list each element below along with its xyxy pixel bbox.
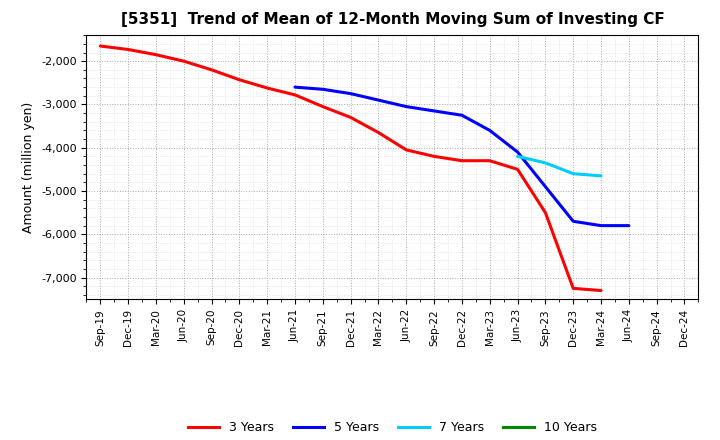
5 Years (374, 98, 383, 103)
5 Years (485, 128, 494, 133)
5 Years (430, 108, 438, 114)
7 Years (541, 160, 550, 165)
Line: 7 Years: 7 Years (518, 156, 601, 176)
5 Years (513, 150, 522, 155)
3 Years (263, 85, 271, 91)
3 Years (207, 67, 216, 73)
3 Years (346, 115, 355, 120)
5 Years (569, 219, 577, 224)
Line: 5 Years: 5 Years (295, 87, 629, 226)
7 Years (569, 171, 577, 176)
7 Years (597, 173, 606, 179)
Legend: 3 Years, 5 Years, 7 Years, 10 Years: 3 Years, 5 Years, 7 Years, 10 Years (183, 416, 602, 439)
3 Years (374, 130, 383, 135)
3 Years (513, 167, 522, 172)
5 Years (318, 87, 327, 92)
3 Years (124, 47, 132, 52)
3 Years (430, 154, 438, 159)
5 Years (458, 113, 467, 118)
5 Years (541, 184, 550, 189)
3 Years (291, 92, 300, 98)
3 Years (235, 77, 243, 82)
3 Years (458, 158, 467, 163)
3 Years (179, 59, 188, 64)
3 Years (569, 286, 577, 291)
5 Years (346, 91, 355, 96)
Line: 3 Years: 3 Years (100, 46, 601, 290)
3 Years (318, 104, 327, 109)
3 Years (541, 210, 550, 215)
3 Years (402, 147, 410, 153)
5 Years (597, 223, 606, 228)
3 Years (152, 52, 161, 57)
5 Years (402, 104, 410, 109)
3 Years (597, 288, 606, 293)
5 Years (624, 223, 633, 228)
Y-axis label: Amount (million yen): Amount (million yen) (22, 102, 35, 233)
3 Years (96, 44, 104, 49)
7 Years (513, 154, 522, 159)
5 Years (291, 84, 300, 90)
Title: [5351]  Trend of Mean of 12-Month Moving Sum of Investing CF: [5351] Trend of Mean of 12-Month Moving … (120, 12, 665, 27)
3 Years (485, 158, 494, 163)
